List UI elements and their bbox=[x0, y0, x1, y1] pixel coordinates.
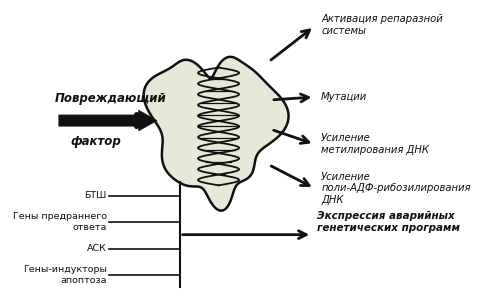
Text: Мутации: Мутации bbox=[321, 92, 368, 102]
Text: Усиление
метилирования ДНК: Усиление метилирования ДНК bbox=[321, 133, 429, 155]
Text: Усиление
поли-АДФ-рибозилирования
ДНК: Усиление поли-АДФ-рибозилирования ДНК bbox=[321, 172, 470, 205]
Text: Повреждающий: Повреждающий bbox=[54, 92, 166, 105]
Text: БТШ: БТШ bbox=[84, 191, 107, 200]
Polygon shape bbox=[59, 110, 157, 131]
Text: АСК: АСК bbox=[87, 244, 107, 253]
Text: Гены предраннего
ответа: Гены предраннего ответа bbox=[13, 212, 107, 232]
Text: фактор: фактор bbox=[70, 135, 121, 148]
Text: Активация репаразной
системы: Активация репаразной системы bbox=[321, 14, 443, 36]
Polygon shape bbox=[144, 57, 288, 211]
Text: Экспрессия аварийных
генетических программ: Экспрессия аварийных генетических програ… bbox=[316, 211, 460, 233]
Text: Гены-индукторы
апоптоза: Гены-индукторы апоптоза bbox=[23, 266, 107, 285]
